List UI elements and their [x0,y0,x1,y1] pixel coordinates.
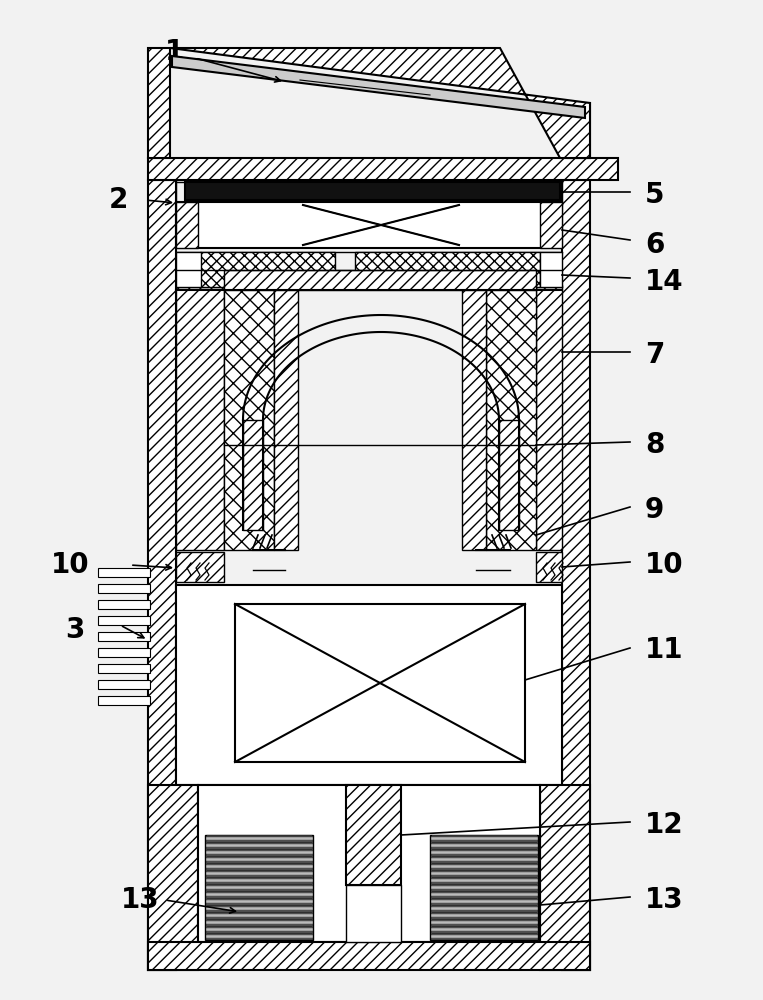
Bar [176,285,224,550]
Bar [98,632,150,641]
Text: 7: 7 [645,341,665,369]
Text: 9: 9 [645,496,665,524]
Bar [98,584,150,593]
Bar [462,285,486,550]
Bar [562,180,590,970]
Text: 6: 6 [645,231,665,259]
Bar [148,785,198,970]
Bar [540,252,562,287]
Text: 1: 1 [166,38,185,66]
Bar [176,202,198,248]
Polygon shape [170,48,590,158]
Bar [346,785,401,885]
Bar [235,604,525,762]
Bar [176,552,224,582]
Bar [98,648,150,657]
Bar [176,252,201,287]
Bar [148,48,170,158]
Bar [536,552,562,582]
Bar [98,680,150,689]
Text: 3: 3 [66,616,85,644]
Bar [98,568,150,577]
Bar [98,616,150,625]
Bar [185,182,560,200]
Polygon shape [172,56,585,118]
Bar [224,285,274,550]
Bar [98,664,150,673]
Bar [224,270,536,290]
Bar [430,835,538,940]
Bar [274,285,298,550]
Bar [198,785,540,942]
Bar [200,252,335,287]
Polygon shape [499,420,519,530]
Bar [176,202,562,248]
Bar [568,103,590,158]
Bar [486,285,536,550]
Text: 14: 14 [645,268,684,296]
Text: 12: 12 [645,811,684,839]
Bar [176,585,562,785]
Bar [148,942,590,970]
Text: 8: 8 [645,431,665,459]
Text: 10: 10 [645,551,684,579]
Text: 10: 10 [51,551,90,579]
Bar [98,696,150,705]
Text: 2: 2 [108,186,127,214]
Text: 13: 13 [645,886,684,914]
Text: 11: 11 [645,636,684,664]
Bar [98,600,150,609]
Bar [148,180,176,970]
Bar [346,885,401,942]
Bar [540,785,590,970]
Text: 13: 13 [121,886,159,914]
Bar [148,158,618,180]
Polygon shape [243,420,263,530]
Bar [536,285,562,550]
Bar [205,835,313,940]
Text: 5: 5 [645,181,665,209]
Bar [540,202,562,248]
Bar [355,252,540,287]
